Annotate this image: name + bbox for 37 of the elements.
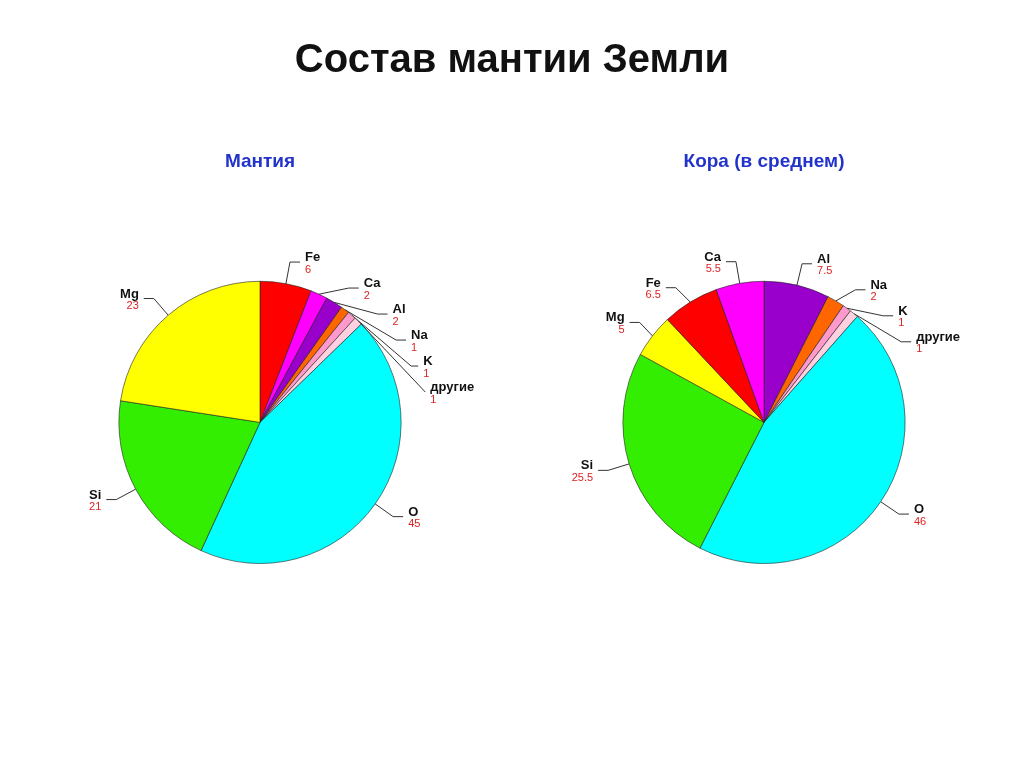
slice-label: Ca <box>704 248 722 264</box>
slice-label: Al <box>392 301 406 317</box>
slice-label: O <box>913 501 925 517</box>
slice-label: K <box>898 302 909 318</box>
data-label: 2 <box>392 314 399 327</box>
slice-label: Ca <box>363 275 382 291</box>
data-label: 21 <box>89 500 102 513</box>
data-label: 1 <box>411 340 418 353</box>
slice-label: другие <box>430 379 475 395</box>
data-label: 46 <box>913 514 927 527</box>
data-label: 5.5 <box>705 262 721 275</box>
slice-label: Fe <box>304 249 321 265</box>
slice-label: Fe <box>645 274 661 290</box>
slice-label: Na <box>411 327 429 343</box>
data-label: 6 <box>304 262 312 275</box>
slice-label: Mg <box>605 309 625 325</box>
slice-label: Al <box>817 250 831 266</box>
data-label: 45 <box>408 517 421 530</box>
data-label: 1 <box>898 316 905 329</box>
slice-label: Si <box>580 457 594 473</box>
data-label: 6.5 <box>645 288 661 301</box>
data-label: 2 <box>363 288 370 301</box>
data-label: 1 <box>423 366 430 379</box>
chart-title: Кора (в среднем) <box>683 150 845 171</box>
slice-label: O <box>408 503 419 519</box>
slice-label: другие <box>916 328 961 344</box>
slice-label: Si <box>88 486 102 502</box>
slice-label: Mg <box>120 285 139 301</box>
data-label: 23 <box>126 299 139 312</box>
data-label: 25.5 <box>571 470 594 483</box>
data-label: 2 <box>870 290 877 303</box>
chart-title: Мантия <box>224 150 296 171</box>
text: Состав мантии Земли <box>293 36 731 81</box>
slice-label: K <box>423 353 434 369</box>
slice-label: Na <box>870 276 888 292</box>
data-label: 1 <box>916 342 923 355</box>
data-label: 7.5 <box>817 264 833 277</box>
